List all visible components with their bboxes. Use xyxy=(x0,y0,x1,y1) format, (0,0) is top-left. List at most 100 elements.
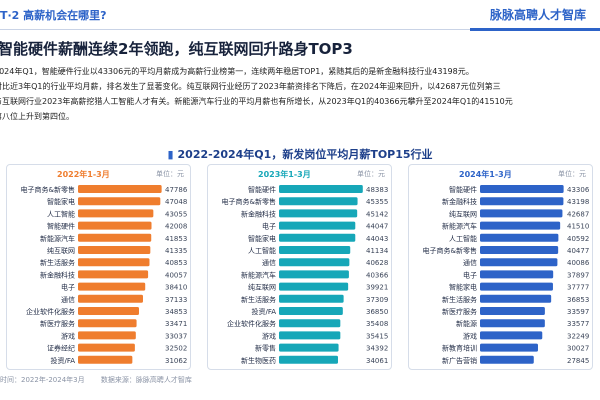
value-label: 37777 xyxy=(567,284,589,292)
category-label: 游戏 xyxy=(463,331,477,340)
category-label: 企业软件化服务 xyxy=(227,319,276,328)
bar xyxy=(78,233,152,242)
value-label: 41853 xyxy=(165,235,187,243)
bar xyxy=(480,294,552,303)
category-label: 电子 xyxy=(61,283,75,292)
chart-title-text: 2022-2024年Q1，新发岗位平均月薪TOP15行业 xyxy=(177,148,433,161)
value-label: 45142 xyxy=(366,210,388,218)
period-label: 2023年1-3月 xyxy=(258,170,311,179)
category-label: 人工智能 xyxy=(248,246,276,255)
category-label: 新能源 xyxy=(456,319,477,328)
bar xyxy=(78,258,150,267)
category-label: 新生活服务 xyxy=(241,295,276,304)
panel-header: 2022年1-3月 单位：元 xyxy=(7,169,190,183)
section-label: T·2 高薪机会在哪里? xyxy=(0,9,107,22)
category-label: 游戏 xyxy=(61,331,75,340)
category-label: 通信 xyxy=(262,258,276,267)
value-label: 34061 xyxy=(366,357,388,365)
category-label: 新金融科技 xyxy=(442,197,477,206)
value-label: 31062 xyxy=(165,357,187,365)
bar xyxy=(279,233,356,242)
value-label: 42687 xyxy=(567,210,589,218)
category-label: 电子商务&新零售 xyxy=(21,185,75,194)
bar xyxy=(480,246,559,254)
category-label: 电子 xyxy=(463,270,477,279)
bar xyxy=(279,319,341,328)
category-label: 新能源汽车 xyxy=(241,270,276,279)
category-label: 纯互联网 xyxy=(248,283,276,292)
bar xyxy=(480,355,534,364)
bar-chart-2024: 智能硬件 43306 新金融科技 43198 纯互联网 42687 新能源汽车 41510 人工… xyxy=(423,185,590,365)
value-label: 36853 xyxy=(567,296,589,304)
category-label: 新教育培训 xyxy=(442,344,477,353)
bar xyxy=(480,282,553,291)
bar xyxy=(279,270,349,279)
panel-header: 2023年1-3月 单位：元 xyxy=(208,169,391,183)
bar xyxy=(480,258,558,267)
bar xyxy=(480,221,561,230)
value-label: 40366 xyxy=(366,271,389,279)
value-label: 40086 xyxy=(567,259,590,267)
value-label: 35415 xyxy=(366,332,388,340)
category-label: 智能硬件 xyxy=(47,222,75,231)
bar xyxy=(279,221,356,230)
chart-panel-2022: 2022年1-3月 单位：元 电子商务&新零售 47786 智能家电 47048 人工智… xyxy=(6,164,191,370)
panel-header: 2024年1-3月 单位：元 xyxy=(409,169,592,183)
value-label: 32249 xyxy=(567,332,589,340)
category-label: 新零售 xyxy=(255,344,276,353)
bar xyxy=(279,246,351,254)
category-label: 通信 xyxy=(61,295,75,304)
bar xyxy=(279,331,341,340)
value-label: 43306 xyxy=(567,186,590,194)
footer-source: 数据来源：脉脉高聘人才智库 xyxy=(100,376,192,384)
bar xyxy=(279,343,339,352)
bar-chart-2022: 电子商务&新零售 47786 智能家电 47048 人工智能 43055 智能硬件 42008… xyxy=(21,185,188,365)
value-label: 35408 xyxy=(366,320,388,328)
category-label: 投资/FA xyxy=(50,356,75,365)
value-label: 45355 xyxy=(366,198,388,206)
footer-time: 时间：2022年-2024年3月 xyxy=(0,376,85,384)
bar xyxy=(78,307,139,315)
value-label: 43055 xyxy=(165,210,187,218)
category-label: 新能源汽车 xyxy=(442,222,477,231)
period-label: 2022年1-3月 xyxy=(57,170,110,179)
category-label: 人工智能 xyxy=(47,209,75,218)
category-label: 电子 xyxy=(262,222,276,231)
paragraph-3: 与互联网行业2023年高薪挖猎人工智能人才有关。新能源汽车行业的平均月薪也有所增… xyxy=(0,97,513,106)
unit-label: 单位：元 xyxy=(357,170,385,178)
category-label: 新金融科技 xyxy=(241,209,276,218)
bar-chart-2023: 智能硬件 48383 电子商务&新零售 45355 新金融科技 45142 电子 44047 智… xyxy=(222,185,389,365)
category-label: 电子商务&新零售 xyxy=(423,246,477,255)
bar xyxy=(78,343,135,352)
value-label: 30027 xyxy=(567,345,589,353)
value-label: 33471 xyxy=(165,320,187,328)
value-label: 39921 xyxy=(366,284,388,292)
category-label: 人工智能 xyxy=(449,234,477,243)
category-label: 新金融科技 xyxy=(40,270,75,279)
value-label: 40853 xyxy=(165,259,187,267)
value-label: 37897 xyxy=(567,271,589,279)
bar xyxy=(78,246,151,254)
bar xyxy=(279,294,344,303)
value-label: 40057 xyxy=(165,271,187,279)
value-label: 41510 xyxy=(567,223,589,231)
value-label: 48383 xyxy=(366,186,388,194)
category-label: 新广告营销 xyxy=(442,356,477,365)
category-label: 纯互联网 xyxy=(449,209,477,218)
value-label: 36850 xyxy=(366,308,388,316)
value-label: 33597 xyxy=(567,308,589,316)
value-label: 33577 xyxy=(567,320,589,328)
value-label: 43198 xyxy=(567,198,589,206)
value-label: 42008 xyxy=(165,223,187,231)
category-label: 电子商务&新零售 xyxy=(222,197,276,206)
bar xyxy=(480,209,563,218)
category-label: 通信 xyxy=(463,258,477,267)
bar xyxy=(78,185,162,193)
bar xyxy=(78,331,136,340)
bar xyxy=(480,343,538,352)
bar xyxy=(78,270,149,279)
value-label: 41335 xyxy=(165,247,187,255)
bar xyxy=(480,319,545,328)
brand-name: 脉脉高聘人才智库 xyxy=(489,8,586,22)
value-label: 37309 xyxy=(366,296,388,304)
